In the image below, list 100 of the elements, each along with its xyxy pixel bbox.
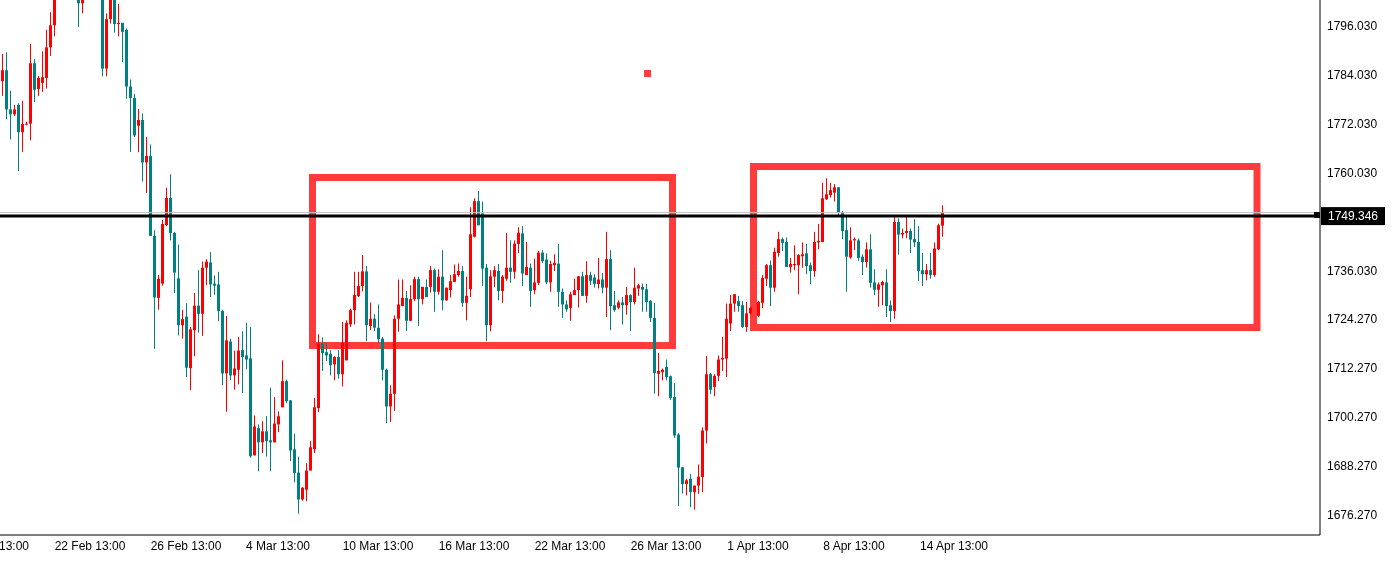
candlestick	[865, 241, 868, 269]
candlestick	[633, 267, 636, 305]
candlestick	[405, 290, 408, 332]
candlestick	[197, 269, 200, 334]
candlestick	[717, 354, 720, 382]
candlestick	[241, 330, 244, 394]
candlestick	[397, 279, 400, 333]
candlestick	[41, 50, 44, 93]
candlestick	[629, 293, 632, 332]
candlestick	[525, 241, 528, 276]
x-tick-label: 26 Feb 13:00	[150, 539, 222, 553]
candlestick	[805, 243, 808, 275]
candlestick	[321, 336, 324, 372]
candlestick	[9, 90, 12, 141]
y-tick-label: 1724.270	[1327, 311, 1378, 326]
candlestick	[857, 237, 860, 262]
x-tick-label: 22 Mar 13:00	[534, 539, 606, 553]
candlestick	[877, 281, 880, 308]
candlestick	[337, 349, 340, 380]
candlestick	[913, 218, 916, 248]
candlestick	[209, 251, 212, 298]
candlestick	[433, 268, 436, 313]
candlestick	[273, 396, 276, 443]
candlestick	[569, 291, 572, 322]
candlestick	[137, 108, 140, 153]
candlestick	[509, 239, 512, 284]
candlestick	[417, 276, 420, 327]
candlestick	[741, 300, 744, 329]
x-tick-label: 8 Apr 13:00	[823, 539, 886, 553]
candlestick	[549, 260, 552, 293]
x-tick-label: 26 Mar 13:00	[630, 539, 702, 553]
candlestick	[597, 257, 600, 290]
candlestick	[333, 355, 336, 381]
candlestick	[465, 276, 468, 321]
candlestick	[265, 415, 268, 458]
candlestick	[1, 53, 4, 97]
candlestick	[205, 258, 208, 286]
candlestick	[129, 79, 132, 153]
candlestick	[409, 284, 412, 322]
candlestick	[797, 253, 800, 295]
candlestick	[181, 309, 184, 340]
candlestick	[905, 216, 908, 239]
candlestick	[37, 75, 40, 97]
candlestick	[697, 463, 700, 495]
y-tick-label: 1712.270	[1327, 360, 1378, 375]
candlestick	[601, 272, 604, 294]
x-tick-label: 4 Mar 13:00	[245, 539, 311, 553]
candlestick	[621, 296, 624, 325]
candlestick	[369, 301, 372, 331]
candlestick	[449, 274, 452, 298]
candlestick	[693, 485, 696, 511]
candlestick	[517, 226, 520, 254]
candlestick	[585, 260, 588, 304]
candlestick	[577, 275, 580, 309]
candlestick	[269, 387, 272, 472]
candlestick	[801, 241, 804, 269]
ref-line-label: 1749.346	[1327, 209, 1379, 224]
candlestick	[361, 254, 364, 292]
candlestick	[929, 252, 932, 280]
y-tick-label: 1736.030	[1327, 263, 1378, 278]
candlestick	[329, 349, 332, 376]
candlestick	[709, 372, 712, 395]
candlestick	[529, 263, 532, 308]
candlestick	[881, 280, 884, 306]
candlestick	[769, 259, 772, 307]
candlestick	[625, 286, 628, 316]
y-tick-label: 1796.030	[1327, 18, 1378, 33]
candlestick	[257, 423, 260, 472]
x-tick-label: 22 Feb 13:00	[54, 539, 126, 553]
candlestick	[109, 0, 112, 25]
candlestick	[545, 252, 548, 285]
candlestick	[305, 462, 308, 502]
candlestick	[909, 228, 912, 254]
candlestick	[657, 352, 660, 397]
candlestick	[497, 263, 500, 301]
candlestick	[237, 336, 240, 385]
candlestick	[437, 268, 440, 296]
y-tick-label: 1688.270	[1327, 458, 1378, 473]
candlestick	[377, 303, 380, 344]
candlestick	[413, 276, 416, 302]
candlestick	[145, 136, 148, 194]
candlestick	[277, 410, 280, 433]
candlestick	[745, 301, 748, 333]
candlestick	[441, 249, 444, 311]
x-tick-label: 10 Mar 13:00	[342, 539, 414, 553]
y-tick-label: 1676.270	[1327, 507, 1378, 522]
candlestick	[561, 288, 564, 319]
x-tick-label: 1 Apr 13:00	[727, 539, 790, 553]
candlestick	[897, 217, 900, 256]
candlestick	[581, 271, 584, 297]
candlestick	[77, 0, 80, 28]
x-tick-label: 16 Mar 13:00	[438, 539, 510, 553]
candlestick	[885, 268, 888, 318]
candlestick	[689, 473, 692, 508]
candlestick	[325, 342, 328, 362]
candlestick	[261, 420, 264, 454]
candlestick	[429, 265, 432, 294]
candlestick	[389, 384, 392, 423]
y-tick-label: 1784.030	[1327, 67, 1378, 82]
candlestick	[641, 283, 644, 313]
